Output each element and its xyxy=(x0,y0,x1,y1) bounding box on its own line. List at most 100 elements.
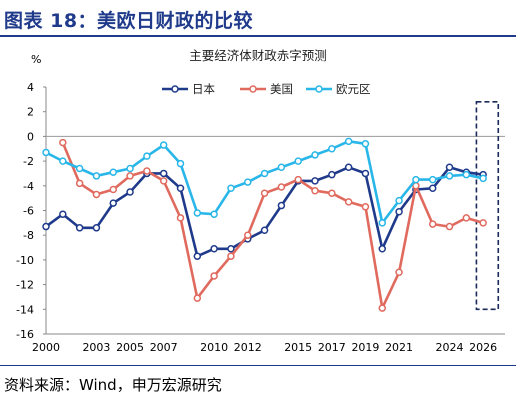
data-point xyxy=(294,157,302,165)
x-tick-label: 2017 xyxy=(318,341,346,354)
data-point xyxy=(479,219,487,227)
data-point xyxy=(395,268,403,276)
data-point xyxy=(59,157,67,165)
series-line-1 xyxy=(61,142,484,310)
legend-marker-0 xyxy=(171,85,179,93)
forecast-box xyxy=(475,101,500,311)
data-point xyxy=(92,172,101,180)
legend-label-1: 美国 xyxy=(270,82,293,96)
y-tick-label: -4 xyxy=(23,180,34,193)
data-point xyxy=(479,174,487,183)
data-point xyxy=(344,198,353,206)
x-tick-label: 2003 xyxy=(82,341,110,354)
data-point xyxy=(361,140,370,148)
data-point xyxy=(277,201,286,210)
data-point xyxy=(42,148,50,157)
x-tick-label: 2026 xyxy=(469,341,497,354)
data-point xyxy=(311,177,319,185)
data-point xyxy=(176,214,185,222)
y-tick-label: 0 xyxy=(27,130,34,143)
data-point xyxy=(395,207,403,216)
data-point xyxy=(42,222,50,231)
legend-label-2: 欧元区 xyxy=(336,82,371,96)
data-point xyxy=(126,188,134,196)
data-point xyxy=(210,210,218,218)
data-point xyxy=(159,169,168,178)
data-point xyxy=(378,245,387,253)
data-point xyxy=(227,245,235,253)
data-point xyxy=(428,220,437,228)
data-point xyxy=(75,179,84,188)
data-point xyxy=(361,169,370,178)
data-point xyxy=(109,199,118,207)
data-point xyxy=(328,189,336,197)
data-point xyxy=(328,170,336,179)
footer-divider xyxy=(0,365,516,366)
data-point xyxy=(193,294,202,302)
figure-title: 图表 18：美欧日财政的比较 xyxy=(4,10,254,32)
data-point xyxy=(328,145,336,153)
x-tick-label: 2024 xyxy=(436,341,464,354)
legend-marker-1 xyxy=(249,85,257,93)
data-point xyxy=(462,214,471,222)
data-point xyxy=(143,152,151,160)
data-point xyxy=(92,190,101,199)
legend-label-0: 日本 xyxy=(192,82,215,96)
data-point xyxy=(260,226,269,235)
y-tick-label: -10 xyxy=(16,254,34,267)
x-tick-label: 2019 xyxy=(351,341,379,354)
data-point xyxy=(75,224,84,232)
data-point xyxy=(378,304,387,312)
data-point xyxy=(445,222,454,231)
data-point xyxy=(311,151,319,159)
data-point xyxy=(311,186,319,195)
y-tick-label: -12 xyxy=(16,279,34,292)
data-point xyxy=(260,169,269,178)
data-point xyxy=(75,164,84,173)
y-tick-label: -8 xyxy=(23,229,34,242)
y-tick-label: -14 xyxy=(16,303,34,316)
data-point xyxy=(445,172,454,180)
data-point xyxy=(412,175,420,184)
x-tick-label: 2012 xyxy=(234,341,262,354)
data-point xyxy=(445,163,454,172)
y-tick-label: -2 xyxy=(23,155,34,168)
x-tick-label: 2005 xyxy=(116,341,144,354)
y-tick-label: 4 xyxy=(27,81,34,94)
data-point xyxy=(244,178,252,186)
x-tick-label: 2007 xyxy=(150,341,178,354)
data-point xyxy=(294,175,302,184)
x-tick-label: 2015 xyxy=(284,341,312,354)
data-point xyxy=(277,163,286,172)
data-point xyxy=(210,272,218,280)
data-point xyxy=(176,184,185,193)
data-point xyxy=(59,210,67,218)
x-tick-label: 2000 xyxy=(32,341,60,354)
data-point xyxy=(428,184,437,193)
header-divider xyxy=(0,35,516,37)
data-point xyxy=(227,184,235,193)
data-point xyxy=(244,231,252,239)
data-point xyxy=(344,163,353,172)
y-tick-label: 2 xyxy=(27,106,34,119)
data-point xyxy=(227,252,235,260)
data-point xyxy=(176,159,185,168)
data-point xyxy=(92,224,101,232)
data-point xyxy=(193,209,202,217)
x-tick-label: 2021 xyxy=(385,341,413,354)
data-point xyxy=(361,203,370,211)
data-point xyxy=(395,196,403,205)
data-point xyxy=(109,185,118,194)
x-tick-label: 2010 xyxy=(200,341,228,354)
data-point xyxy=(378,219,387,227)
data-point xyxy=(428,175,437,184)
chart-subtitle: 主要经济体财政赤字预测 xyxy=(189,48,327,63)
data-point xyxy=(344,137,353,146)
data-point xyxy=(193,252,202,260)
data-point xyxy=(159,141,168,149)
legend-marker-2 xyxy=(315,85,323,93)
y-axis-unit-label: % xyxy=(31,53,41,66)
figure-header: 图表 18：美欧日财政的比较 xyxy=(0,0,516,38)
y-tick-label: -6 xyxy=(23,205,34,218)
